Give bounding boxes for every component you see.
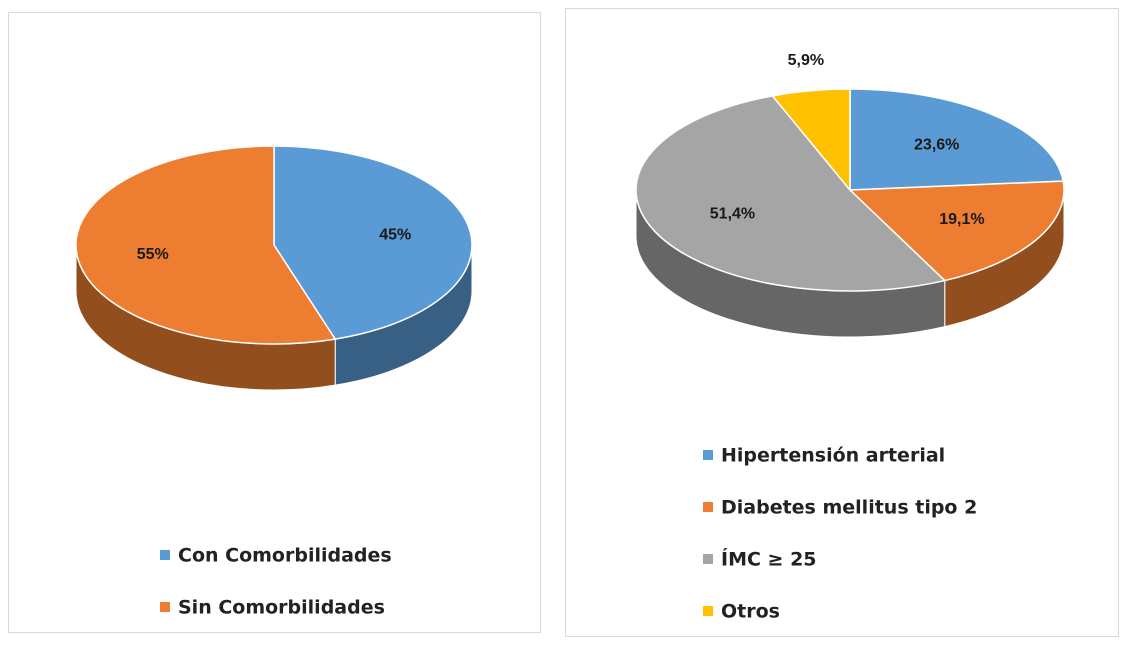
legend-marker xyxy=(160,550,170,560)
legend-marker xyxy=(703,502,713,512)
legend-marker xyxy=(703,554,713,564)
legend-label: Hipertensión arterial xyxy=(721,445,945,467)
slice-label: 45% xyxy=(379,227,411,244)
slice xyxy=(635,95,947,292)
slice-label: 5,9% xyxy=(788,52,824,69)
chart-1: 23,6% 19,1% 51,4% 5,9% Hipertensión arterial… xyxy=(635,52,1065,623)
slice xyxy=(75,145,337,345)
legend-marker xyxy=(703,450,713,460)
slice-label: 23,6% xyxy=(914,137,959,154)
legend-label: Sin Comorbilidades xyxy=(178,597,385,619)
legend-marker xyxy=(703,606,713,616)
legend-label: Con Comorbilidades xyxy=(178,545,392,567)
legend-label: Otros xyxy=(721,601,780,623)
slice xyxy=(848,180,1065,282)
slice xyxy=(771,88,851,193)
slice xyxy=(849,88,1065,191)
chart-0: 45% 55% Con Comorbilidades Sin Comorbilidad… xyxy=(75,145,473,619)
legend-marker xyxy=(160,602,170,612)
slice-label: 51,4% xyxy=(710,206,755,223)
slice-label: 19,1% xyxy=(939,211,984,228)
legend-label: ÍMC ≥ 25 xyxy=(721,548,817,571)
slice xyxy=(273,145,473,340)
slice-label: 55% xyxy=(137,246,169,263)
legend-label: Diabetes mellitus tipo 2 xyxy=(721,497,977,519)
